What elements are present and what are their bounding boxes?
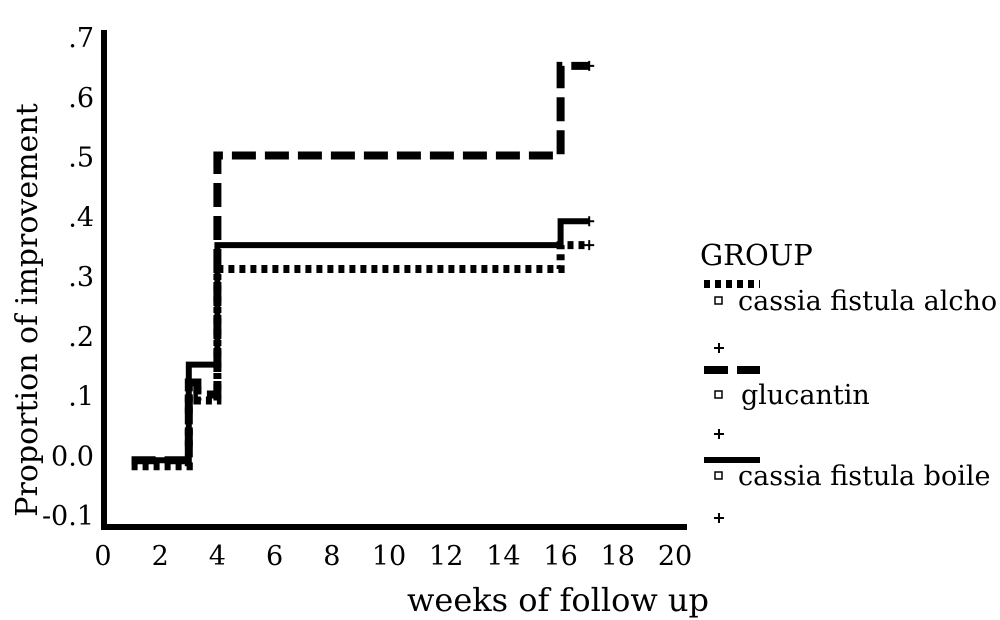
censor-mark — [584, 216, 595, 227]
y-tick-label: .2 — [68, 322, 94, 353]
legend-marker — [714, 390, 723, 399]
y-tick-label: .7 — [68, 23, 94, 54]
censor-mark — [584, 60, 595, 71]
legend-label-2: glucantin — [741, 380, 870, 411]
x-tick-labels: 0 2 4 6 8 10 12 14 16 18 20 — [94, 541, 692, 572]
x-tick-label: 12 — [429, 541, 463, 572]
series-line-2 — [131, 61, 590, 465]
y-tick-label: 0.0 — [51, 441, 94, 472]
censor-mark — [584, 240, 595, 251]
legend-censor-mark — [714, 343, 724, 353]
y-tick-label: .6 — [68, 83, 94, 114]
x-tick-label: 0 — [94, 541, 111, 572]
y-tick-labels: .7 .6 .5 .4 .3 .2 .1 0.0 -0.1 — [42, 23, 94, 532]
y-axis-label: Proportion of improvement — [10, 103, 45, 516]
x-tick-label: 18 — [601, 541, 635, 572]
legend-marker — [714, 471, 723, 480]
legend: GROUP cassia fistula alcho glucantin cassi… — [700, 238, 997, 523]
legend-label-3: cassia fistula boile — [738, 461, 990, 492]
x-tick-label: 10 — [372, 541, 406, 572]
legend-title: GROUP — [700, 238, 813, 272]
y-tick-label: .5 — [68, 143, 94, 174]
y-tick-label: .3 — [68, 262, 94, 293]
legend-marker — [714, 296, 723, 305]
legend-label-1: cassia fistula alcho — [738, 286, 997, 317]
x-tick-label: 16 — [543, 541, 577, 572]
x-tick-label: 8 — [323, 541, 340, 572]
y-tick-label: .4 — [68, 202, 94, 233]
legend-censor-mark — [714, 513, 724, 523]
x-tick-label: 14 — [486, 541, 520, 572]
plot-area — [131, 60, 595, 471]
y-tick-label: -0.1 — [42, 501, 94, 532]
legend-censor-mark — [714, 429, 724, 439]
x-tick-label: 20 — [658, 541, 692, 572]
x-tick-label: 2 — [152, 541, 169, 572]
series-line-3 — [131, 218, 590, 464]
y-tick-label: .1 — [68, 382, 94, 413]
x-tick-label: 6 — [266, 541, 283, 572]
x-axis-label: weeks of follow up — [407, 581, 709, 619]
series-line-1 — [131, 241, 590, 471]
x-tick-label: 4 — [209, 541, 226, 572]
